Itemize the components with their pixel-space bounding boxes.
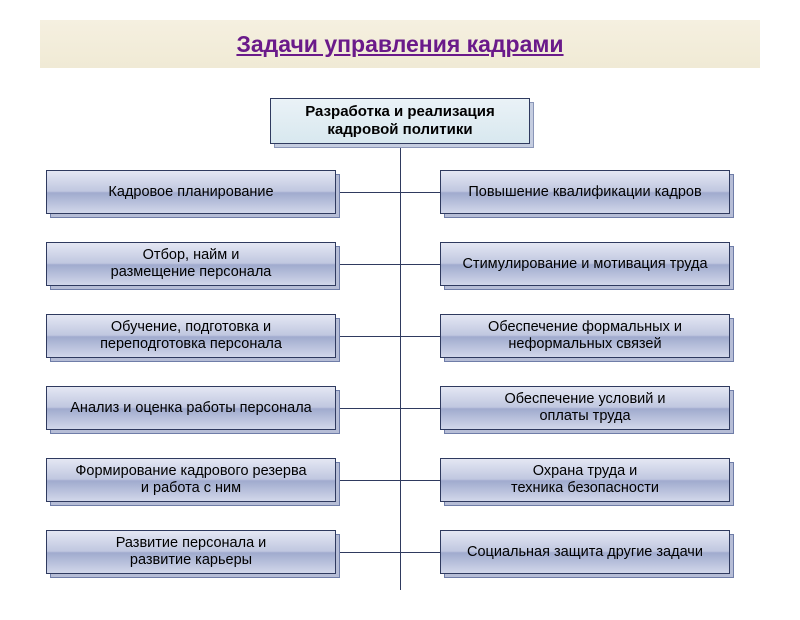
top-box-line2: кадровой политики — [327, 121, 472, 139]
connector-left — [333, 480, 400, 481]
node-right-3: Обеспечение условий иоплаты труда — [440, 386, 730, 430]
connector-right — [400, 552, 442, 553]
node-label: Обеспечение формальных инеформальных свя… — [440, 314, 730, 358]
node-left-5: Развитие персонала иразвитие карьеры — [46, 530, 336, 574]
top-box-front: Разработка и реализация кадровой политик… — [270, 98, 530, 144]
node-left-4: Формирование кадрового резерваи работа с… — [46, 458, 336, 502]
node-label: Отбор, найм иразмещение персонала — [46, 242, 336, 286]
node-left-1: Отбор, найм иразмещение персонала — [46, 242, 336, 286]
node-text-line: техника безопасности — [511, 480, 659, 497]
node-label: Обучение, подготовка ипереподготовка пер… — [46, 314, 336, 358]
node-text-line: размещение персонала — [111, 264, 272, 281]
node-left-3: Анализ и оценка работы персонала — [46, 386, 336, 430]
node-text-line: Обучение, подготовка и — [111, 319, 271, 336]
node-label: Обеспечение условий иоплаты труда — [440, 386, 730, 430]
node-text-line: Развитие персонала и — [116, 535, 267, 552]
row-2: Обучение, подготовка ипереподготовка пер… — [0, 314, 800, 360]
connector-right — [400, 408, 442, 409]
node-text-line: развитие карьеры — [130, 552, 252, 569]
top-box-line1: Разработка и реализация — [305, 103, 495, 121]
node-text-line: оплаты труда — [539, 408, 630, 425]
node-label: Кадровое планирование — [46, 170, 336, 214]
node-label: Социальная защита другие задачи — [440, 530, 730, 574]
node-text-line: Стимулирование и мотивация труда — [462, 256, 707, 273]
connector-right — [400, 480, 442, 481]
top-box: Разработка и реализация кадровой политик… — [270, 98, 530, 144]
node-label: Формирование кадрового резерваи работа с… — [46, 458, 336, 502]
connector-left — [333, 336, 400, 337]
node-text-line: Повышение квалификации кадров — [468, 184, 701, 201]
connector-right — [400, 336, 442, 337]
page-title: Задачи управления кадрами — [236, 31, 563, 58]
node-text-line: Социальная защита другие задачи — [467, 544, 703, 561]
node-text-line: переподготовка персонала — [100, 336, 282, 353]
connector-left — [333, 552, 400, 553]
node-right-2: Обеспечение формальных инеформальных свя… — [440, 314, 730, 358]
node-text-line: Охрана труда и — [533, 463, 638, 480]
node-label: Развитие персонала иразвитие карьеры — [46, 530, 336, 574]
row-5: Развитие персонала иразвитие карьеры Соци… — [0, 530, 800, 576]
row-4: Формирование кадрового резерваи работа с… — [0, 458, 800, 504]
node-text-line: Кадровое планирование — [108, 184, 273, 201]
node-right-1: Стимулирование и мотивация труда — [440, 242, 730, 286]
node-left-2: Обучение, подготовка ипереподготовка пер… — [46, 314, 336, 358]
node-label: Повышение квалификации кадров — [440, 170, 730, 214]
row-1: Отбор, найм иразмещение персонала Стимули… — [0, 242, 800, 288]
node-text-line: Формирование кадрового резерва — [75, 463, 306, 480]
connector-right — [400, 192, 442, 193]
node-text-line: Отбор, найм и — [143, 247, 240, 264]
node-text-line: и работа с ним — [141, 480, 241, 497]
connector-left — [333, 408, 400, 409]
row-3: Анализ и оценка работы персонала Обеспече… — [0, 386, 800, 432]
node-right-5: Социальная защита другие задачи — [440, 530, 730, 574]
node-text-line: Обеспечение формальных и — [488, 319, 682, 336]
connector-left — [333, 264, 400, 265]
node-left-0: Кадровое планирование — [46, 170, 336, 214]
node-right-0: Повышение квалификации кадров — [440, 170, 730, 214]
node-right-4: Охрана труда итехника безопасности — [440, 458, 730, 502]
title-bar: Задачи управления кадрами — [40, 20, 760, 68]
connector-right — [400, 264, 442, 265]
node-label: Стимулирование и мотивация труда — [440, 242, 730, 286]
node-text-line: Анализ и оценка работы персонала — [70, 400, 311, 417]
node-text-line: Обеспечение условий и — [504, 391, 665, 408]
row-0: Кадровое планирование Повышение квалифика… — [0, 170, 800, 216]
connector-left — [333, 192, 400, 193]
node-text-line: неформальных связей — [508, 336, 661, 353]
node-label: Анализ и оценка работы персонала — [46, 386, 336, 430]
node-label: Охрана труда итехника безопасности — [440, 458, 730, 502]
